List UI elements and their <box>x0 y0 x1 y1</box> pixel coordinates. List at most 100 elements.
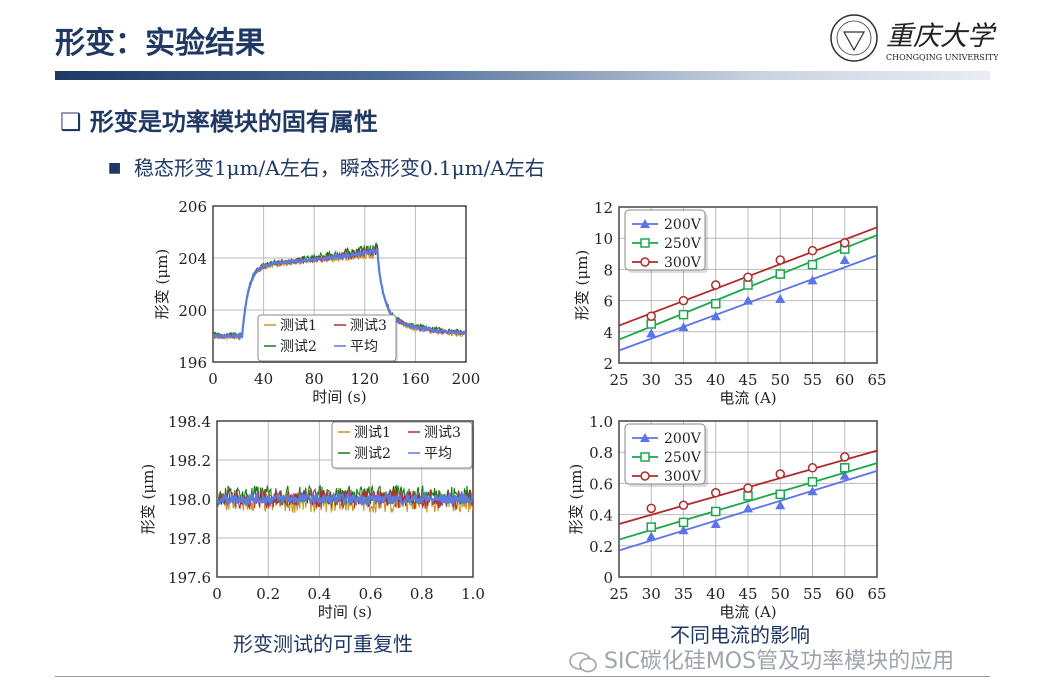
x-tick-label: 0.4 <box>307 585 331 603</box>
square-marker <box>775 489 785 500</box>
sub-value-1: 1μm/A <box>213 156 280 180</box>
y-tick-label: 12 <box>594 199 613 217</box>
x-tick-label: 55 <box>803 371 822 389</box>
x-tick-label: 160 <box>401 370 430 388</box>
y-tick-label: 2 <box>603 355 613 373</box>
y-tick-label: 0.4 <box>589 507 613 525</box>
logo-text-en: CHONGQING UNIVERSITY <box>886 53 998 62</box>
triangle-marker <box>839 470 850 480</box>
square-marker <box>743 280 753 290</box>
y-axis-label: 形变 (μm) <box>153 249 171 319</box>
university-logo: 重庆大学 CHONGQING UNIVERSITY <box>828 12 999 64</box>
watermark: SIC碳化硅MOS管及功率模块的应用 <box>568 650 954 674</box>
square-marker <box>743 491 753 501</box>
legend-box <box>331 421 473 469</box>
x-tick-label: 35 <box>674 585 693 603</box>
legend-label: 测试2 <box>280 339 317 355</box>
y-axis-label: 形变 (μm) <box>573 250 591 320</box>
x-axis-label: 电流 (A) <box>719 389 776 407</box>
triangle-marker <box>646 328 657 338</box>
square-marker <box>807 259 818 270</box>
y-axis-label: 形变 (μm) <box>139 464 157 534</box>
y-tick-label: 0.8 <box>589 444 613 462</box>
x-tick-label: 45 <box>738 371 757 389</box>
legend-label: 测试3 <box>424 425 461 441</box>
square-marker <box>840 463 850 473</box>
y-tick-label: 8 <box>603 261 613 279</box>
circle-marker <box>743 483 753 493</box>
footer-divider <box>55 676 990 677</box>
series-line-平均 <box>217 490 473 508</box>
triangle-marker <box>775 500 786 510</box>
y-tick-label: 206 <box>178 198 207 216</box>
x-tick-label: 1.0 <box>461 585 485 603</box>
triangle-marker <box>743 295 753 305</box>
x-tick-label: 55 <box>803 585 822 603</box>
legend-label: 200V <box>664 431 702 447</box>
x-axis-label: 电流 (A) <box>719 603 776 621</box>
legend-label: 测试1 <box>280 318 317 334</box>
circle-marker <box>646 503 656 514</box>
legend-label: 300V <box>664 469 702 485</box>
sub-text-1: 稳态形变 <box>133 156 214 180</box>
bullet-main: ❑ 形变是功率模块的固有属性 <box>60 102 378 137</box>
triangle-marker <box>710 518 721 528</box>
x-tick-label: 25 <box>609 371 628 389</box>
slide-title: 形变：实验结果 <box>55 26 265 61</box>
y-tick-label: 0.6 <box>589 475 613 493</box>
circle-marker <box>640 257 650 267</box>
triangle-marker <box>646 531 657 541</box>
chart-3: 25 30 35 40 45 50 55 60 65 2 4 6 8 10 12 电流 (A) 形变 (μm) 2… <box>573 199 887 407</box>
triangle-marker <box>775 294 786 304</box>
square-bullet-icon: ■ <box>108 160 122 176</box>
bullet-sub: ■ 稳态形变1μm/A左右，瞬态形变0.1μm/A左右 <box>108 152 545 181</box>
caption-repeatability: 形变测试的可重复性 <box>233 632 413 656</box>
x-tick-label: 25 <box>609 585 628 603</box>
triangle-marker <box>807 486 818 496</box>
x-tick-label: 40 <box>706 585 725 603</box>
x-tick-label: 40 <box>254 370 273 388</box>
circle-marker <box>807 245 818 256</box>
square-marker <box>711 506 721 517</box>
sub-value-2: 0.1μm/A <box>419 156 505 180</box>
circle-marker <box>711 488 721 498</box>
wechat-icon <box>569 652 597 673</box>
university-seal-icon: 重庆大学 CHONGQING UNIVERSITY <box>830 14 999 62</box>
square-marker <box>640 238 650 248</box>
x-tick-label: 0 <box>212 585 222 603</box>
series-line-测试3 <box>217 487 473 510</box>
triangle-marker <box>640 219 650 228</box>
square-marker <box>775 269 785 279</box>
circle-marker <box>840 238 850 248</box>
chart-4: 25 30 35 40 45 50 55 60 65 0 0.2 0.4 0.6 0.8 1.0 电流 (A)… <box>567 413 887 621</box>
legend-label: 平均 <box>424 446 452 462</box>
y-axis-label: 形变 (μm) <box>567 464 585 534</box>
x-tick-label: 200 <box>452 370 481 388</box>
y-tick-label: 0 <box>603 569 613 587</box>
square-marker <box>678 517 689 528</box>
sub-text-3: 左右 <box>504 156 545 180</box>
square-marker <box>807 477 818 487</box>
fit-line-250V <box>618 462 878 541</box>
y-tick-label: 198.4 <box>168 413 211 431</box>
y-tick-label: 10 <box>594 230 613 248</box>
x-tick-label: 50 <box>771 371 790 389</box>
legend-label: 测试3 <box>350 318 387 334</box>
circle-marker <box>743 272 753 282</box>
y-tick-label: 198.0 <box>168 491 211 509</box>
x-axis-label: 时间 (s) <box>312 388 366 406</box>
logo-text-cn: 重庆大学 <box>886 21 997 52</box>
sub-text-2: 左右，瞬态形变 <box>279 156 420 180</box>
x-tick-label: 40 <box>706 371 725 389</box>
legend-label: 200V <box>664 217 702 233</box>
x-tick-label: 30 <box>642 585 661 603</box>
x-tick-label: 45 <box>738 585 757 603</box>
x-tick-label: 120 <box>350 370 379 388</box>
plot-frame <box>212 205 467 363</box>
y-tick-label: 6 <box>603 293 613 311</box>
y-tick-label: 196 <box>178 354 207 372</box>
triangle-marker <box>807 275 818 285</box>
square-marker <box>646 522 656 532</box>
caption-current-effect: 不同电流的影响 <box>670 623 810 647</box>
